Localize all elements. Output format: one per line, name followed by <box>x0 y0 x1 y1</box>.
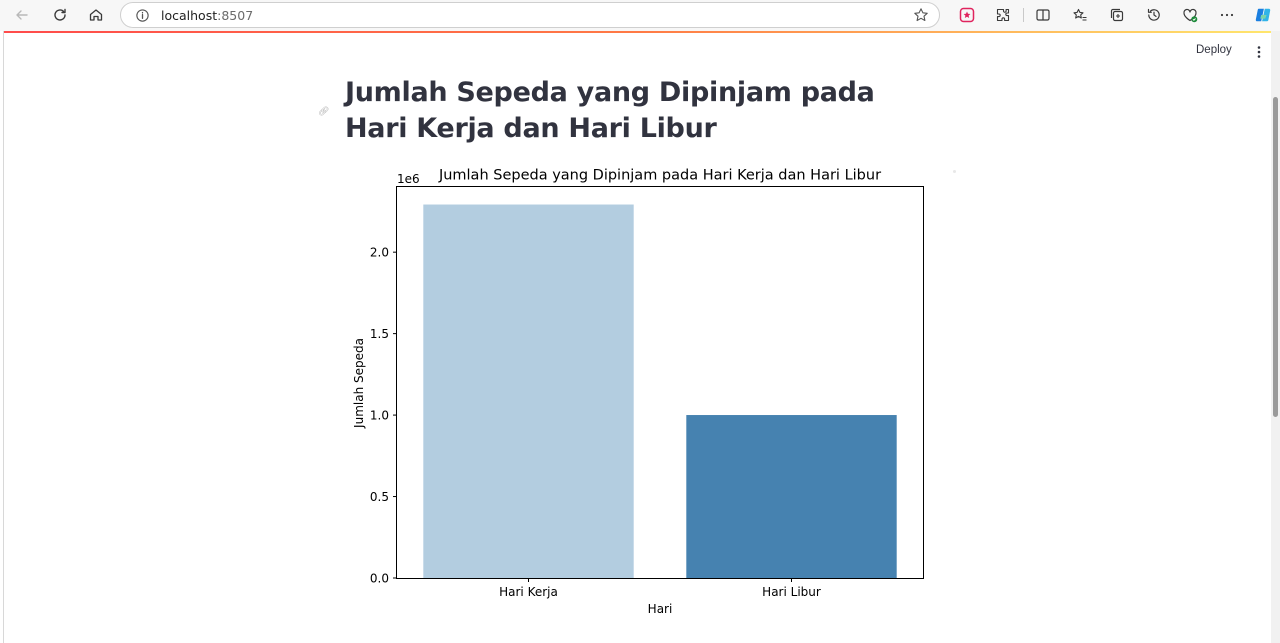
x-axis-ticks: Hari Kerja Hari Libur <box>499 578 821 599</box>
extensions-button[interactable] <box>994 6 1012 24</box>
toolbar-divider <box>1023 8 1024 22</box>
page-title: Jumlah Sepeda yang Dipinjam pada Hari Ke… <box>345 77 875 144</box>
y-axis-ticks: 0.0 0.5 1.0 1.5 2.0 <box>370 246 397 586</box>
extension-badge-icon <box>959 7 975 23</box>
more-horizontal-icon <box>1220 13 1234 17</box>
bar-1 <box>423 204 634 578</box>
x-tick-label: Hari Kerja <box>499 585 558 599</box>
bars-group <box>423 204 897 578</box>
x-tick-label: Hari Libur <box>762 585 821 599</box>
browser-essentials-button[interactable] <box>1181 6 1199 24</box>
y-axis-label: Jumlah Sepeda <box>352 338 366 429</box>
arrow-left-icon <box>16 10 28 20</box>
more-menu-button[interactable] <box>1218 6 1236 24</box>
copilot-icon <box>1255 8 1271 22</box>
page-scrollbar-thumb[interactable] <box>1273 97 1278 417</box>
refresh-icon <box>54 8 66 21</box>
extension-button[interactable] <box>958 6 976 24</box>
url-text[interactable]: localhost:8507 <box>161 8 253 23</box>
info-icon[interactable] <box>135 8 150 23</box>
copilot-button[interactable] <box>1253 5 1273 25</box>
url-port: :8507 <box>217 8 254 23</box>
browser-toolbar: localhost:8507 <box>0 0 1280 31</box>
collections-button[interactable] <box>1108 6 1126 24</box>
plot-area-frame <box>396 186 924 579</box>
y-tick-label: 1.5 <box>370 327 389 341</box>
split-screen-button[interactable] <box>1034 6 1052 24</box>
header-decoration <box>4 31 1272 33</box>
address-bar[interactable]: localhost:8507 <box>120 2 940 28</box>
heart-pulse-icon <box>1183 8 1198 23</box>
collections-icon <box>1110 8 1124 22</box>
y-tick-label: 2.0 <box>370 246 389 260</box>
puzzle-icon <box>996 8 1010 22</box>
home-icon <box>89 9 103 21</box>
back-button[interactable] <box>10 4 34 26</box>
favorites-list-icon <box>1073 8 1087 21</box>
favorite-star-icon[interactable] <box>913 7 929 23</box>
main-menu-icon[interactable] <box>1256 45 1262 59</box>
y-axis-offset-label: 1e6 <box>397 172 420 186</box>
y-tick-label: 1.0 <box>370 409 389 423</box>
deploy-button[interactable]: Deploy <box>1196 44 1232 56</box>
header-anchor-link-icon[interactable]: 🔗︎ <box>318 106 330 116</box>
decorative-dot <box>953 170 956 173</box>
split-screen-icon <box>1036 9 1050 21</box>
url-host: localhost <box>161 8 218 23</box>
y-tick-label: 0.0 <box>370 572 389 586</box>
app-frame: Deploy <box>3 31 1272 643</box>
history-button[interactable] <box>1145 6 1163 24</box>
chart-title: Jumlah Sepeda yang Dipinjam pada Hari Ke… <box>438 168 881 184</box>
favorites-button[interactable] <box>1071 6 1089 24</box>
x-axis-label: Hari <box>648 602 673 616</box>
refresh-button[interactable] <box>48 4 72 26</box>
home-button[interactable] <box>84 4 108 26</box>
bar-2 <box>686 415 897 578</box>
y-tick-label: 0.5 <box>370 490 389 504</box>
history-icon <box>1147 8 1160 21</box>
